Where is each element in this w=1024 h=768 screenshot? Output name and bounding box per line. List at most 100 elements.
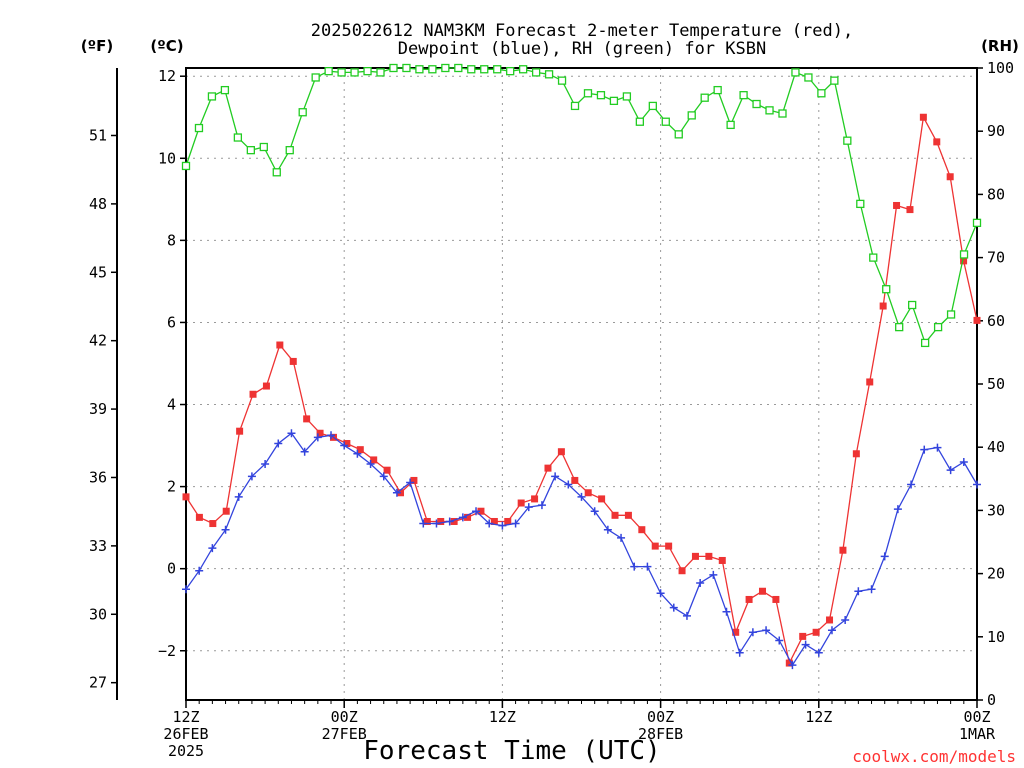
dewpoint-point xyxy=(353,449,362,458)
rh-point xyxy=(895,322,904,332)
dewpoint-point xyxy=(933,443,942,452)
rh-point xyxy=(337,68,346,77)
rh-point xyxy=(713,85,722,95)
rh-point xyxy=(181,161,191,171)
temperature-point xyxy=(772,595,780,603)
rh-tick-label: 90 xyxy=(987,122,1005,140)
dewpoint-point xyxy=(801,640,810,649)
temperature-point xyxy=(624,511,632,519)
rh-tick-label: 80 xyxy=(987,185,1005,203)
dewpoint-point xyxy=(880,552,889,561)
rh-point xyxy=(739,91,748,100)
temperature-point xyxy=(718,556,726,564)
plot-frame xyxy=(185,67,978,701)
temperature-point xyxy=(799,632,807,640)
temperature-point xyxy=(316,429,324,437)
dewpoint-point xyxy=(656,589,665,598)
rh-point xyxy=(765,106,774,115)
celsius-tick-label: 0 xyxy=(167,560,176,578)
rh-tick-label: 0 xyxy=(987,691,996,709)
rh-point xyxy=(376,68,385,77)
temperature-point xyxy=(852,450,860,458)
rh-point xyxy=(687,111,696,120)
fahrenheit-tick-label: 45 xyxy=(89,263,107,281)
temperature-point xyxy=(249,390,257,398)
temperature-point xyxy=(504,517,512,525)
temperature-point xyxy=(893,201,901,209)
temperature-point xyxy=(276,341,284,349)
rh-point xyxy=(972,218,982,227)
dewpoint-point xyxy=(485,519,494,528)
rh-point xyxy=(869,253,878,262)
dewpoint-point xyxy=(247,472,256,481)
rh-point xyxy=(830,76,839,85)
temperature-point xyxy=(946,173,954,181)
rh-point xyxy=(648,101,657,111)
rh-point xyxy=(480,65,489,74)
celsius-tick-label: 10 xyxy=(158,149,176,167)
rh-tick-label: 30 xyxy=(987,501,1005,519)
rh-point xyxy=(791,68,800,77)
rh-point xyxy=(583,89,593,98)
rh-point xyxy=(544,70,554,79)
grid xyxy=(186,68,977,700)
fahrenheit-tick-label: 39 xyxy=(89,400,107,418)
temperature-point xyxy=(906,206,914,214)
dewpoint-point xyxy=(973,480,981,489)
dewpoint-point xyxy=(893,505,902,514)
dewpoint-point xyxy=(682,611,691,620)
temperature-line xyxy=(185,115,978,666)
temperature-point xyxy=(557,448,565,456)
dewpoint-point xyxy=(920,445,929,454)
rh-point xyxy=(882,285,891,294)
temperature-point xyxy=(598,495,606,503)
dewpoint-point xyxy=(445,517,454,526)
rh-point xyxy=(752,99,761,109)
celsius-tick-label: 12 xyxy=(158,67,176,85)
temperature-point xyxy=(222,507,230,515)
dewpoint-point xyxy=(735,648,744,657)
temperature-point xyxy=(678,567,686,575)
rh-point xyxy=(946,310,956,319)
temperature-point xyxy=(343,440,351,448)
rh-point xyxy=(726,120,735,130)
temperature-point xyxy=(437,517,445,525)
temperature-point xyxy=(517,499,525,507)
temperature-point xyxy=(450,517,458,525)
dewpoint-point xyxy=(458,513,467,522)
rh-point xyxy=(843,136,852,145)
rh-point xyxy=(778,109,787,118)
dewpoint-point xyxy=(234,492,243,501)
rh-point xyxy=(908,300,917,310)
temperature-point xyxy=(839,546,847,554)
dewpoint-point xyxy=(221,525,230,534)
dewpoint-point xyxy=(327,431,336,440)
celsius-tick-label: 8 xyxy=(167,231,176,249)
axes: 514845423936333027121086420−210090807060… xyxy=(89,59,1014,760)
rh-point xyxy=(402,63,411,73)
rh-point xyxy=(311,73,320,82)
temperature-point xyxy=(477,507,485,515)
dewpoint-point xyxy=(630,562,639,571)
temperature-point xyxy=(423,517,431,525)
celsius-unit-label: (ºC) xyxy=(150,37,183,55)
temperature-point xyxy=(973,316,981,324)
dewpoint-point xyxy=(762,626,771,635)
series xyxy=(181,63,982,670)
temperature-point xyxy=(919,113,927,121)
dewpoint-point xyxy=(577,492,586,501)
rh-point xyxy=(259,142,268,152)
dewpoint-point xyxy=(709,570,718,579)
credit-link[interactable]: coolwx.com/models xyxy=(852,747,1016,766)
rh-tick-label: 70 xyxy=(987,249,1005,267)
celsius-tick-label: 2 xyxy=(167,478,176,496)
dewpoint-point xyxy=(590,507,599,516)
temperature-point xyxy=(812,628,820,636)
rh-point xyxy=(441,63,450,73)
rh-point xyxy=(557,76,567,85)
rh-point xyxy=(804,73,813,82)
dewpoint-point xyxy=(432,519,441,528)
dewpoint-point xyxy=(261,460,270,469)
dewpoint-point xyxy=(551,472,560,481)
dewpoint-point xyxy=(537,501,546,510)
